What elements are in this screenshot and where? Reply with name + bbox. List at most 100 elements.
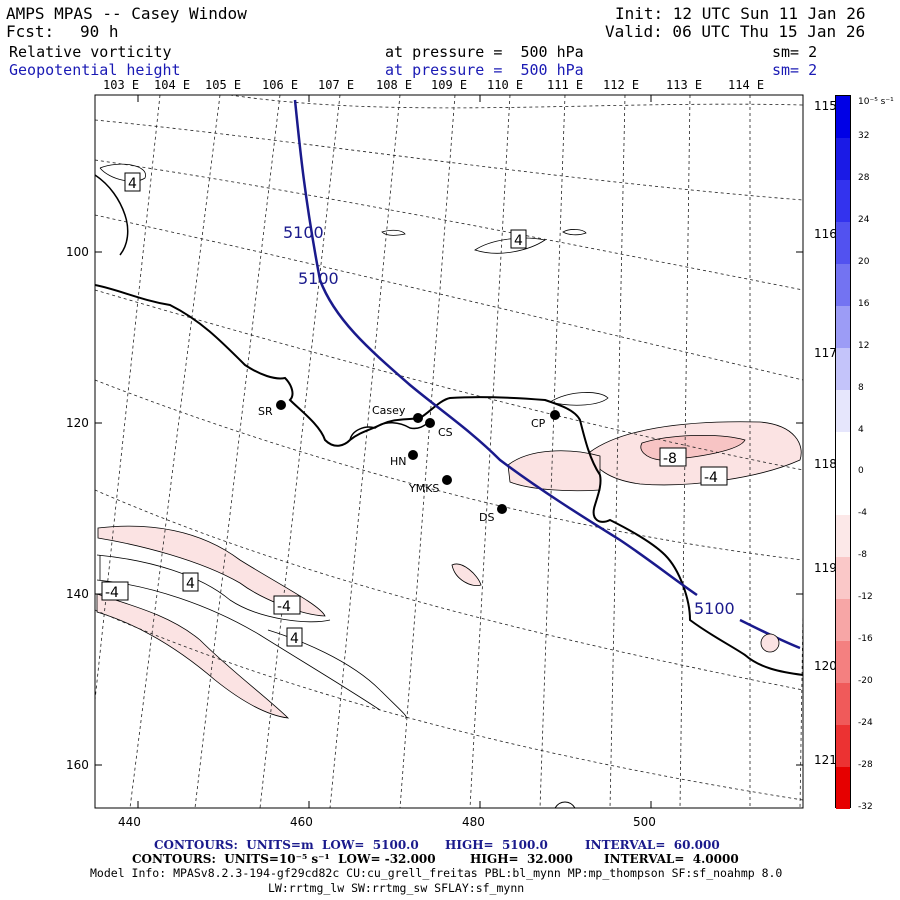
colorbar-label: 32: [858, 130, 870, 141]
colorbar-label: -8: [858, 550, 867, 561]
contours-height-b: HIGH= 5100.0: [445, 838, 548, 852]
colorbar-segment: [836, 179, 850, 223]
colorbar-segment: [836, 263, 850, 307]
colorbar-label: -12: [858, 592, 873, 603]
model-info: Model Info: MPASv8.2.3-194-gf29cd82c CU:…: [90, 866, 783, 880]
vort-label-box: [273, 595, 301, 615]
colorbar-label: 16: [858, 298, 870, 309]
x-tick-label: 460: [290, 815, 313, 829]
colorbar-segment: [836, 599, 850, 642]
vort-label-box: [510, 229, 527, 249]
lon-label: 107 E: [318, 78, 355, 92]
lon-label: 110 E: [487, 78, 524, 92]
colorbar-segment: [836, 767, 850, 810]
station-label-sr: SR: [258, 405, 273, 418]
colorbar-segment: [836, 557, 850, 600]
contours-vort-b: HIGH= 32.000: [470, 852, 573, 866]
lon-label: 112 E: [603, 78, 640, 92]
lon-label: 114 E: [728, 78, 765, 92]
chart-title: AMPS MPAS -- Casey Window: [6, 4, 247, 23]
init-time: Init: 12 UTC Sun 11 Jan 26: [615, 4, 866, 23]
vort-contour-label: -8: [663, 451, 677, 467]
station-label-casey: Casey: [372, 404, 406, 417]
forecast-value: 90 h: [80, 22, 119, 41]
field2-level: at pressure = 500 hPa: [385, 61, 584, 79]
lon-label: 106 E: [262, 78, 299, 92]
field1-level: at pressure = 500 hPa: [385, 43, 584, 61]
station-dot-casey: [413, 413, 423, 423]
vort-label-box: [124, 172, 141, 192]
field1-name: Relative vorticity: [9, 43, 172, 61]
vort-contour-label: 4: [290, 631, 299, 647]
coastline-inner: [349, 419, 433, 441]
vort-label-box: [700, 466, 728, 486]
contours-vort-c: INTERVAL= 4.0000: [604, 852, 739, 866]
station-label-ds: DS: [479, 511, 494, 524]
colorbar-label: -16: [858, 634, 873, 645]
field2-sm: sm= 2: [772, 61, 818, 79]
colorbar-label: 4: [858, 424, 864, 435]
vorticity-shading: [96, 421, 802, 719]
lon-label: 103 E: [103, 78, 140, 92]
station-dot-hn: [408, 450, 418, 460]
axis-ticks: [95, 95, 803, 808]
colorbar-segment: [836, 221, 850, 265]
vort-label-box: [286, 627, 303, 647]
y-tick-label: 160: [66, 758, 89, 772]
colorbar: [835, 95, 851, 810]
colorbar-label: 20: [858, 256, 870, 267]
model-info-2: LW:rrtmg_lw SW:rrtmg_sw SFLAY:sf_mynn: [268, 881, 525, 895]
station-dot-cp: [550, 410, 560, 420]
valid-time: Valid: 06 UTC Thu 15 Jan 26: [605, 22, 866, 41]
station-markers: [276, 400, 560, 514]
station-label-ymks: YMKS: [408, 482, 439, 495]
y-tick-label: 120: [66, 416, 89, 430]
station-label-hn: HN: [390, 455, 407, 468]
station-label-cs: CS: [438, 426, 453, 439]
vort-label-box: [101, 581, 129, 601]
vort-contour-label: -4: [704, 470, 718, 486]
colorbar-segment: [836, 305, 850, 349]
vorticity-contours: [96, 163, 609, 719]
colorbar-unit: 10⁻⁵ s⁻¹: [858, 97, 894, 107]
lon-label: 108 E: [376, 78, 413, 92]
colorbar-segment: [836, 96, 850, 139]
vort-label-box: [659, 447, 687, 467]
coastline-west: [95, 174, 129, 256]
colorbar-label: -28: [858, 760, 873, 771]
station-dot-ds: [497, 504, 507, 514]
lon-label: 113 E: [666, 78, 703, 92]
vorticity-cell: [760, 633, 780, 653]
station-dot-cs: [425, 418, 435, 428]
field2-name: Geopotential height: [9, 61, 181, 79]
plot-border: [94, 94, 804, 809]
vort-contour-label: 4: [128, 176, 137, 192]
colorbar-label: 28: [858, 172, 870, 183]
colorbar-label: -24: [858, 718, 873, 729]
height-contour-label: 5100: [298, 269, 339, 288]
vort-contour-label: -4: [105, 585, 119, 601]
contours-height-c: INTERVAL= 60.000: [585, 838, 720, 852]
colorbar-label: -32: [858, 802, 873, 812]
colorbar-segment: [836, 683, 850, 726]
colorbar-label: 24: [858, 214, 870, 225]
colorbar-segment: [836, 431, 850, 474]
colorbar-segment: [836, 473, 850, 516]
vort-contour-label: 4: [514, 233, 523, 249]
lon-label: 109 E: [431, 78, 468, 92]
forecast-label: Fcst:: [6, 22, 55, 41]
height-contour-label: 5100: [283, 223, 324, 242]
lon-label: 104 E: [154, 78, 191, 92]
vort-contour-label: -4: [277, 599, 291, 615]
colorbar-segment: [836, 641, 850, 684]
x-tick-label: 500: [633, 815, 656, 829]
station-dot-ymks: [442, 475, 452, 485]
colorbar-label: -20: [858, 676, 873, 687]
vort-contour-label: 4: [186, 576, 195, 592]
y-tick-label: 140: [66, 587, 89, 601]
colorbar-segment: [836, 347, 850, 391]
colorbar-label: 8: [858, 382, 864, 393]
field1-sm: sm= 2: [772, 43, 818, 61]
station-dot-sr: [276, 400, 286, 410]
